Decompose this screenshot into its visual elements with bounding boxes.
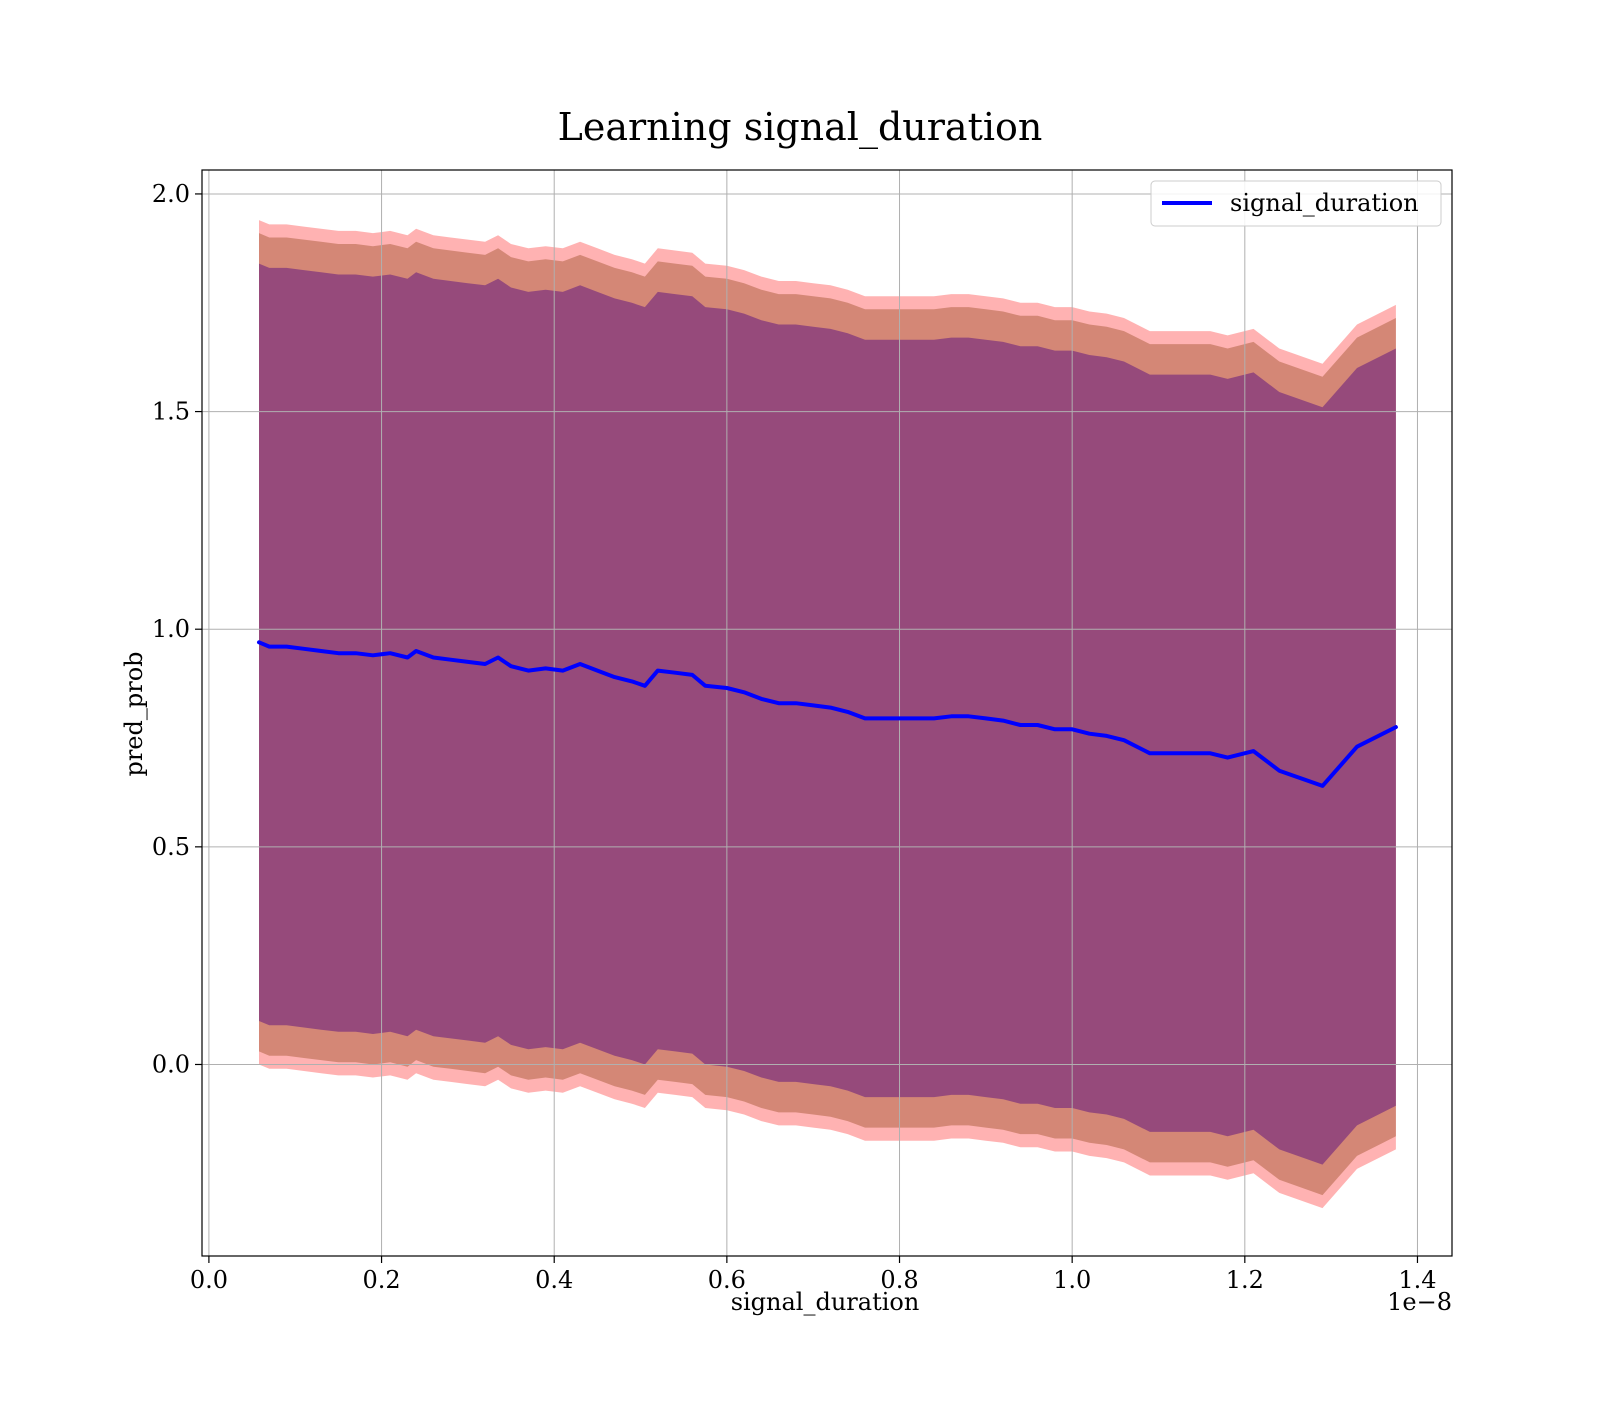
x-tick-label: 0.6	[708, 1266, 746, 1294]
band-inner	[259, 263, 1396, 1165]
x-tick-label: 1.4	[1398, 1266, 1436, 1294]
chart-title: Learning signal_duration	[558, 105, 1043, 150]
x-offset-label: 1e−8	[1387, 1288, 1452, 1316]
plot-frame	[201, 169, 1453, 1257]
band-outer	[259, 220, 1396, 1209]
x-axis-label: signal_duration	[731, 1288, 920, 1316]
x-tick-label: 0.2	[362, 1266, 400, 1294]
legend-box	[1150, 180, 1442, 227]
y-tick-label: 0.5	[152, 833, 190, 861]
x-tick-label: 0.0	[190, 1266, 228, 1294]
y-tick-label: 0.0	[152, 1050, 190, 1078]
series-lines	[257, 640, 1398, 788]
legend: signal_duration	[1150, 180, 1442, 227]
band-middle	[259, 233, 1396, 1196]
axis-ticks: 0.0 0.2 0.4 0.6 0.8 1.0 1.2 1.4 0.0 0.5 1.0 1.5 2.0	[152, 180, 1437, 1294]
grid-lines	[202, 170, 1452, 1256]
x-tick-label: 1.2	[1226, 1266, 1264, 1294]
x-tick-label: 1.0	[1053, 1266, 1091, 1294]
legend-entry-signal-duration: signal_duration	[1230, 189, 1419, 217]
confidence-bands	[259, 220, 1396, 1209]
x-tick-label: 0.8	[880, 1266, 918, 1294]
y-axis-label: pred_prob	[120, 651, 148, 776]
y-tick-label: 1.0	[152, 615, 190, 643]
series-line-signal-duration	[257, 640, 1398, 788]
y-tick-label: 1.5	[152, 398, 190, 426]
y-tick-label: 2.0	[152, 180, 190, 208]
x-tick-label: 0.4	[535, 1266, 573, 1294]
